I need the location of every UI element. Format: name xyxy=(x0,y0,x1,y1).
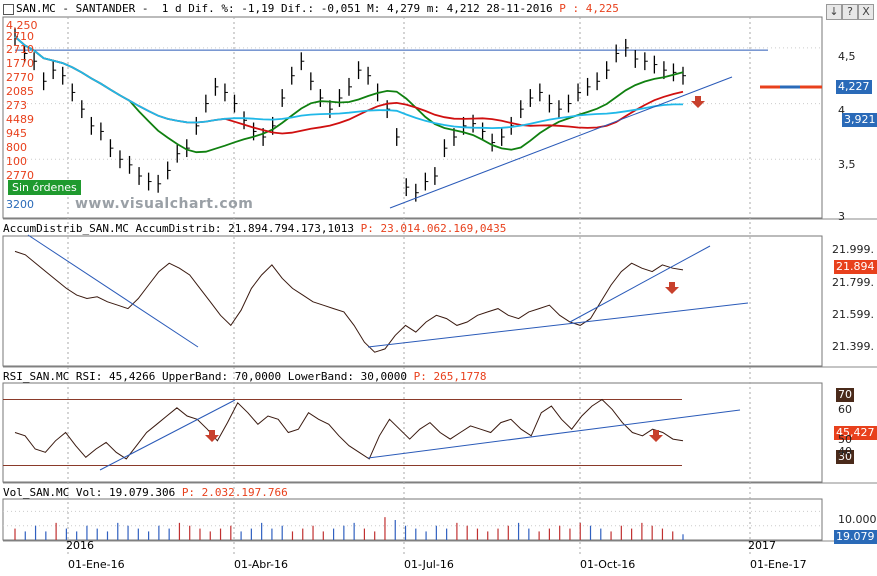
watermark: www.visualchart.com xyxy=(75,196,254,212)
panel-frame xyxy=(2,235,823,367)
arrow-down-button[interactable]: ↓ xyxy=(826,4,842,20)
ma-slow-line xyxy=(14,36,683,130)
ob-sell-price-0: 4,250 xyxy=(6,19,38,32)
vol-p-text: P: 2.032.197.766 xyxy=(181,486,288,499)
down-arrow-icon xyxy=(691,96,705,108)
ob-sell-qty-0: 2710 xyxy=(6,30,34,43)
period: 1 d xyxy=(161,2,182,15)
pct-value: -1,19 xyxy=(241,2,275,15)
no-orders-button[interactable]: Sin órdenes xyxy=(8,180,81,195)
ob-sell-qty-4: 2085 xyxy=(6,85,34,98)
panel-badge-icon xyxy=(3,3,14,15)
x-label: 01-Jul-16 xyxy=(404,558,454,571)
price-ytick: 3 xyxy=(838,210,845,223)
price-ytick: 4 xyxy=(838,104,845,117)
min-label: m: xyxy=(426,2,440,15)
down-arrow-icon xyxy=(205,430,219,442)
accum-header-text: AccumDistrib_SAN.MC AccumDistrib: 21.894… xyxy=(3,222,354,235)
x-label: 01-Oct-16 xyxy=(580,558,636,571)
panel-frame xyxy=(2,16,823,219)
vol-panel-header: Vol_SAN.MC Vol: 19.079.306 P: 2.032.197.… xyxy=(3,487,288,499)
accum-current-tag: 21.894 xyxy=(834,260,877,274)
rsi-line xyxy=(14,398,684,460)
vol-ytick: 10.000 xyxy=(838,513,877,526)
accum-trendline xyxy=(27,234,199,348)
ob-buy-qty-1: 945 xyxy=(6,127,27,140)
vol-header-text: Vol_SAN.MC Vol: 19.079.306 xyxy=(3,486,176,499)
date: 28-11-2016 xyxy=(486,2,553,15)
ob-last-qty: 3200 xyxy=(6,198,34,211)
x-label: 01-Ene-16 xyxy=(68,558,125,571)
pct-label: Dif. %: xyxy=(188,2,235,15)
rsi-header-text: RSI_SAN.MC RSI: 45,4266 UpperBand: 70,00… xyxy=(3,370,407,383)
rsi-upper-tag: 70 xyxy=(836,388,854,402)
accum-ytick: 21.399. xyxy=(832,340,874,353)
ob-buy-qty-0: 4489 xyxy=(6,113,34,126)
price-ytick: 4,5 xyxy=(838,50,856,63)
x-label: 01-Ene-17 xyxy=(750,558,807,571)
ob-buy-qty-2: 800 xyxy=(6,141,27,154)
rsi-ytick: 60 xyxy=(838,403,852,416)
accum-panel-header: AccumDistrib_SAN.MC AccumDistrib: 21.894… xyxy=(3,223,506,235)
dif-label: Dif.: xyxy=(280,2,315,15)
vol-current-tag: 19.079 xyxy=(834,530,877,544)
symbol: SAN.MC xyxy=(16,2,56,15)
down-arrow-icon xyxy=(665,282,679,294)
ob-sell-qty-1: 2710 xyxy=(6,43,34,56)
down-arrow-icon xyxy=(649,430,663,442)
ob-sell-qty-5: 273 xyxy=(6,99,27,112)
accum-trendline xyxy=(367,302,749,348)
panel-frame xyxy=(2,382,823,483)
price-panel-header: SAN.MC - SANTANDER - 1 d Dif. %: -1,19 D… xyxy=(3,3,619,15)
year-label: 2016 xyxy=(66,539,94,552)
panel-frame xyxy=(2,498,823,541)
rsi-p-text: P: 265,1778 xyxy=(413,370,487,383)
year-label: 2017 xyxy=(748,539,776,552)
rsi-current-tag: 45,427 xyxy=(834,426,877,440)
help-button[interactable]: ? xyxy=(842,4,858,20)
company-name: SANTANDER xyxy=(75,2,136,15)
close-button[interactable]: X xyxy=(858,4,874,20)
accum-ytick: 21.599. xyxy=(832,308,874,321)
x-label: 01-Abr-16 xyxy=(234,558,289,571)
price-ytick: 3,5 xyxy=(838,158,856,171)
rsi-trendline xyxy=(367,409,741,459)
ob-buy-qty-3: 100 xyxy=(6,155,27,168)
accum-line xyxy=(14,250,684,353)
max-label: M: xyxy=(367,2,381,15)
rsi-ytick: 40 xyxy=(838,445,852,458)
min-value: 4,212 xyxy=(446,2,480,15)
p-value: 4,225 xyxy=(585,2,619,15)
max-value: 4,279 xyxy=(386,2,421,15)
accum-p-text: P: 23.014.062.169,0435 xyxy=(360,222,507,235)
ob-sell-qty-2: 1770 xyxy=(6,57,34,70)
rsi-panel-header: RSI_SAN.MC RSI: 45,4266 UpperBand: 70,00… xyxy=(3,371,486,383)
accum-trendline xyxy=(569,245,711,323)
p-label: P : xyxy=(559,2,580,15)
ob-buy-qty-4: 2770 xyxy=(6,169,34,182)
ob-sell-qty-3: 2770 xyxy=(6,71,34,84)
rsi-lower-tag: 30 xyxy=(836,450,854,464)
dif-value: -0,051 xyxy=(320,2,361,15)
rsi-trendline xyxy=(99,399,236,471)
current-price-tag: 4,227 xyxy=(836,80,872,94)
accum-ytick: 21.999. xyxy=(832,243,874,256)
rsi-ytick: 50 xyxy=(838,433,852,446)
price-trendline xyxy=(389,76,733,209)
accum-ytick: 21.799. xyxy=(832,276,874,289)
ma-value-tag: 3,921 xyxy=(842,113,877,127)
